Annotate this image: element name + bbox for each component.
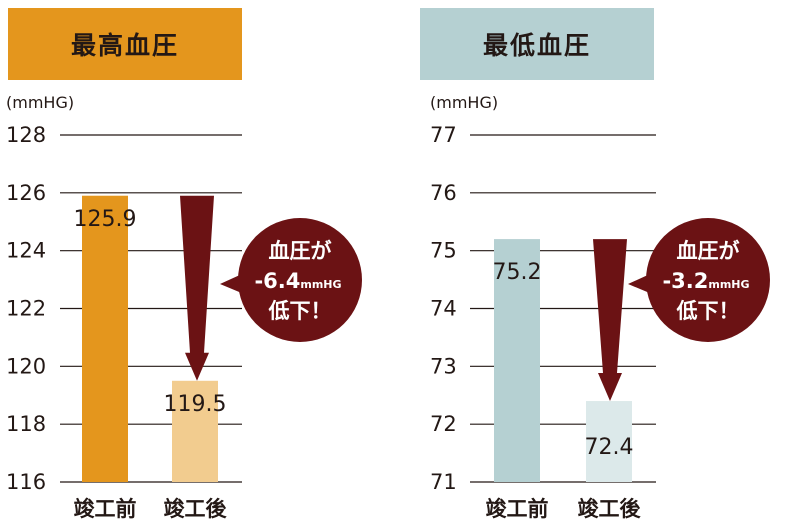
bar-value-label: 119.5 (164, 392, 227, 417)
decrease-callout: 血圧が -6.4mmHG 低下！ (220, 218, 362, 342)
diastolic-title: 最低血圧 (420, 8, 654, 80)
diastolic-chart: (mmHG) 77 76 75 74 73 72 71 75.2 竣工前 72.4 竣工後 血圧が -3… (430, 93, 770, 521)
systolic-chart: (mmHG) 128 126 124 122 120 118 116 125.9 竣工前 119.… (6, 93, 362, 521)
y-tick-label: 118 (6, 412, 46, 436)
bar-value-label: 75.2 (493, 260, 542, 285)
systolic-panel: 最高血圧 (mmHG) 128 126 124 122 120 118 116 125.9 竣工… (6, 8, 362, 521)
diastolic-panel: 最低血圧 (mmHG) 77 76 75 74 73 72 71 75.2 竣工前 72.4 竣工後… (400, 0, 800, 528)
bar-value-label: 72.4 (585, 435, 634, 460)
callout-line-2: -6.4mmHG (254, 269, 341, 293)
decrease-callout: 血圧が -3.2mmHG 低下！ (628, 218, 770, 342)
x-category-label: 竣工後 (164, 497, 228, 521)
systolic-title: 最高血圧 (8, 8, 242, 80)
bar-after (586, 401, 632, 482)
y-tick-label: 120 (6, 354, 46, 378)
callout-line-1: 血圧が (269, 239, 332, 263)
y-unit-label: (mmHG) (6, 93, 74, 112)
decrease-arrow-icon (180, 195, 214, 381)
y-tick-label: 73 (430, 354, 457, 378)
y-tick-label: 116 (6, 470, 46, 494)
bar-value-label: 125.9 (74, 207, 137, 232)
y-tick-label: 126 (6, 181, 46, 205)
callout-line-1: 血圧が (677, 239, 740, 263)
y-tick-label: 74 (430, 297, 457, 321)
decrease-arrow-icon (593, 239, 627, 402)
bar-before (494, 239, 540, 482)
y-tick-label: 75 (430, 239, 457, 263)
bar-before (82, 195, 128, 482)
y-tick-label: 77 (430, 123, 457, 147)
y-tick-label: 128 (6, 123, 46, 147)
x-category-label: 竣工後 (578, 497, 642, 521)
callout-line-3: 低下！ (268, 299, 332, 323)
y-tick-label: 76 (430, 181, 457, 205)
y-unit-label: (mmHG) (430, 93, 498, 112)
x-category-label: 竣工前 (486, 497, 549, 521)
bar-after (172, 380, 218, 482)
y-tick-label: 71 (430, 470, 457, 494)
x-category-label: 竣工前 (74, 497, 137, 521)
y-tick-label: 72 (430, 412, 457, 436)
callout-line-3: 低下！ (676, 299, 740, 323)
y-tick-label: 122 (6, 297, 46, 321)
y-tick-label: 124 (6, 239, 46, 263)
callout-line-2: -3.2mmHG (662, 269, 749, 293)
